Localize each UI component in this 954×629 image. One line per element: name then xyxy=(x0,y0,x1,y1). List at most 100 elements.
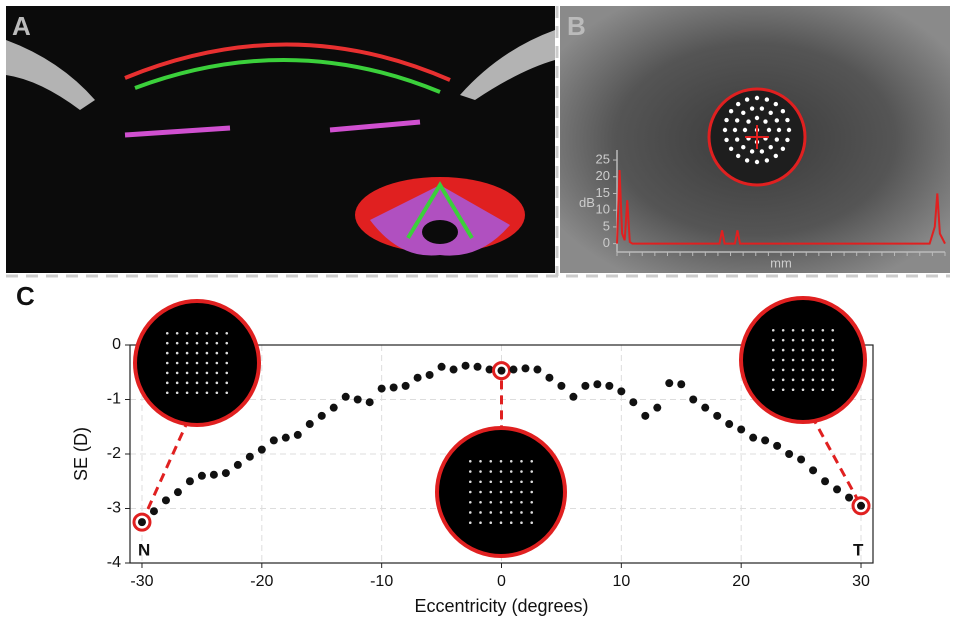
spot xyxy=(489,470,492,473)
point xyxy=(581,382,589,390)
spot xyxy=(812,349,815,352)
spot xyxy=(500,460,503,463)
y-tick-label: -3 xyxy=(107,500,121,517)
spot xyxy=(774,154,778,158)
point xyxy=(605,382,613,390)
point xyxy=(737,425,745,433)
spot xyxy=(530,501,533,504)
spot xyxy=(196,382,199,385)
spot xyxy=(176,332,179,335)
point xyxy=(378,385,386,393)
spot xyxy=(802,388,805,391)
spot xyxy=(206,352,209,355)
point xyxy=(474,363,482,371)
point xyxy=(330,404,338,412)
spot xyxy=(196,391,199,394)
point xyxy=(569,393,577,401)
point xyxy=(809,466,817,474)
point xyxy=(665,379,673,387)
spot xyxy=(469,470,472,473)
x-tick-label: 0 xyxy=(497,573,506,590)
spot xyxy=(510,521,513,524)
point xyxy=(306,420,314,428)
point xyxy=(533,366,541,374)
spot xyxy=(196,372,199,375)
y-tick-label: 25 xyxy=(596,151,610,166)
point xyxy=(857,502,865,510)
spot xyxy=(510,491,513,494)
spot xyxy=(500,521,503,524)
spot xyxy=(772,369,775,372)
spot xyxy=(743,128,747,132)
spot xyxy=(216,352,219,355)
panel-a-image xyxy=(6,6,555,273)
point xyxy=(785,450,793,458)
spot xyxy=(196,332,199,335)
spot xyxy=(760,106,764,110)
spot xyxy=(729,109,733,113)
spot xyxy=(530,491,533,494)
spot xyxy=(469,491,472,494)
spot xyxy=(812,379,815,382)
annotation: T xyxy=(853,540,864,559)
spot xyxy=(176,362,179,365)
spot xyxy=(787,128,791,132)
x-tick-label: -10 xyxy=(370,573,393,590)
point xyxy=(138,518,146,526)
spot xyxy=(777,128,781,132)
y-tick-label: 0 xyxy=(603,235,610,250)
x-tick-label: -20 xyxy=(250,573,273,590)
spot xyxy=(782,339,785,342)
point xyxy=(414,374,422,382)
spot xyxy=(729,147,733,151)
y-tick-label: -2 xyxy=(107,445,121,462)
spot xyxy=(782,329,785,332)
spot xyxy=(225,382,228,385)
spot xyxy=(802,349,805,352)
x-tick-label: 10 xyxy=(612,573,630,590)
spot xyxy=(530,511,533,514)
point xyxy=(498,367,506,375)
spot xyxy=(750,106,754,110)
point xyxy=(641,412,649,420)
spot xyxy=(822,379,825,382)
point xyxy=(462,362,470,370)
spot xyxy=(225,391,228,394)
spot xyxy=(225,352,228,355)
point xyxy=(162,496,170,504)
spot xyxy=(510,501,513,504)
point xyxy=(366,398,374,406)
spot xyxy=(479,501,482,504)
annotation: N xyxy=(138,540,150,559)
x-axis-label: Eccentricity (degrees) xyxy=(414,596,588,616)
spot xyxy=(755,116,759,120)
point xyxy=(258,446,266,454)
spot xyxy=(822,349,825,352)
spot xyxy=(741,145,745,149)
connector xyxy=(142,419,189,522)
point xyxy=(234,461,242,469)
spot xyxy=(510,470,513,473)
spot xyxy=(510,460,513,463)
spot xyxy=(785,138,789,142)
spot xyxy=(782,379,785,382)
point xyxy=(294,431,302,439)
spot xyxy=(735,137,739,141)
spot xyxy=(166,391,169,394)
spot xyxy=(166,362,169,365)
spot xyxy=(520,501,523,504)
spot xyxy=(755,160,759,164)
spot xyxy=(765,97,769,101)
spot xyxy=(772,349,775,352)
spot xyxy=(769,111,773,115)
x-tick-label: 20 xyxy=(732,573,750,590)
y-tick-label: 0 xyxy=(112,336,121,353)
point xyxy=(342,393,350,401)
spot xyxy=(741,111,745,115)
spot xyxy=(781,147,785,151)
spot xyxy=(520,470,523,473)
spot xyxy=(196,362,199,365)
spot xyxy=(520,521,523,524)
panel-label: A xyxy=(12,11,31,41)
point xyxy=(282,434,290,442)
